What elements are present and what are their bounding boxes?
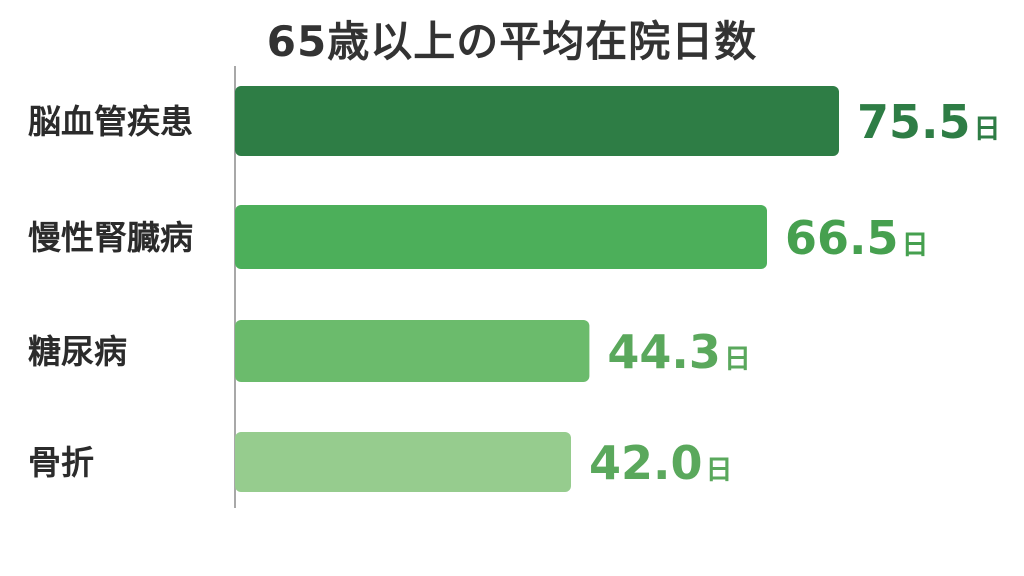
bar-3 [235,432,571,492]
value-number-0: 75.5 [857,95,971,149]
bar-0 [235,86,839,156]
value-unit-3: 日 [706,455,733,486]
bar-2 [235,320,590,382]
bar-1 [235,205,767,269]
category-label-2: 糖尿病 [28,332,127,371]
value-label-1: 66.5 日 [785,211,929,265]
value-label-0: 75.5 日 [857,95,1001,149]
value-number-1: 66.5 [785,211,899,265]
value-label-3: 42.0 日 [589,436,733,490]
value-number-3: 42.0 [589,436,703,490]
value-unit-0: 日 [974,114,1001,145]
chart-title: 65歳以上の平均在院日数 [266,17,758,66]
category-label-1: 慢性腎臓病 [28,218,193,257]
category-label-3: 骨折 [28,443,94,482]
value-unit-1: 日 [902,230,929,261]
category-label-0: 脳血管疾患 [28,102,193,141]
value-number-2: 44.3 [607,325,721,379]
value-unit-2: 日 [724,344,751,375]
value-label-2: 44.3 日 [607,325,751,379]
